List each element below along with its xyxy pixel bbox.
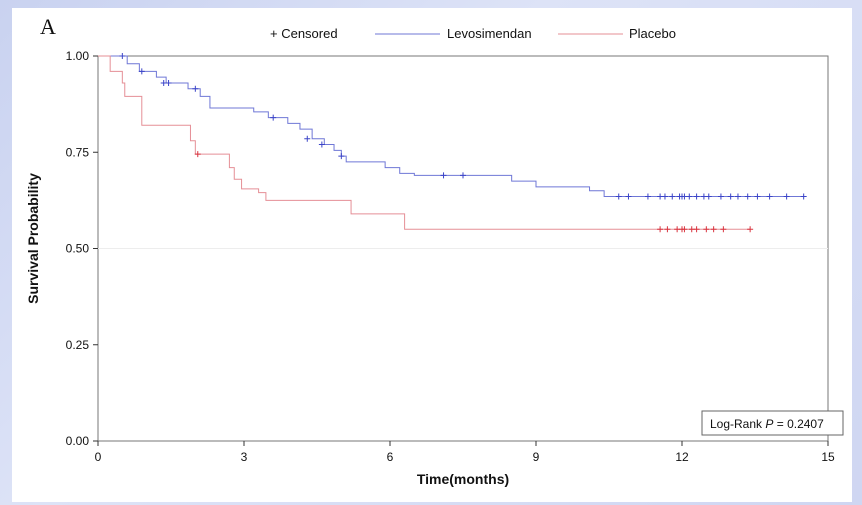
censor-mark-placebo xyxy=(720,226,727,233)
annotation-p: P xyxy=(765,417,773,431)
censor-mark-levosimendan xyxy=(734,193,741,200)
censor-mark-levosimendan xyxy=(717,193,724,200)
annotation-box xyxy=(701,410,844,436)
censor-mark-levosimendan xyxy=(661,193,668,200)
censor-mark-placebo xyxy=(681,226,688,233)
x-tick-label: 0 xyxy=(95,450,102,464)
x-tick-label: 12 xyxy=(675,450,689,464)
censor-mark-levosimendan xyxy=(766,193,773,200)
censor-mark-levosimendan xyxy=(705,193,712,200)
y-tick-label: 0.75 xyxy=(66,145,90,159)
censor-mark-levosimendan xyxy=(304,135,311,142)
censor-mark-levosimendan xyxy=(615,193,622,200)
annotation-value: = 0.2407 xyxy=(773,417,824,431)
y-tick-label: 0.50 xyxy=(66,242,90,256)
censor-mark-placebo xyxy=(703,226,710,233)
legend: + Censored Levosimendan Placebo xyxy=(270,26,676,41)
censor-mark-levosimendan xyxy=(625,193,632,200)
legend-levosimendan: Levosimendan xyxy=(447,26,532,41)
logrank-annotation: Log-Rank P = 0.2407 xyxy=(701,410,844,436)
series-line-placebo xyxy=(98,55,751,230)
censor-mark-levosimendan xyxy=(338,153,345,160)
censor-mark-levosimendan xyxy=(318,141,325,148)
annotation-prefix: Log-Rank xyxy=(710,417,765,431)
panel-label: A xyxy=(40,14,56,39)
x-tick-label: 3 xyxy=(241,450,248,464)
legend-censored: + Censored xyxy=(270,26,338,41)
annotation-text: Log-Rank P = 0.2407 xyxy=(710,417,824,431)
x-axis-title: Time(months) xyxy=(417,471,509,487)
censor-mark-levosimendan xyxy=(693,193,700,200)
series-layer xyxy=(98,53,807,233)
censor-mark-levosimendan xyxy=(644,193,651,200)
censor-mark-levosimendan xyxy=(727,193,734,200)
censor-mark-placebo xyxy=(693,226,700,233)
y-tick-label: 1.00 xyxy=(66,49,90,63)
censor-mark-placebo xyxy=(664,226,671,233)
y-tick-label: 0.25 xyxy=(66,338,90,352)
axis-layer: 0 3 6 9 12 15 0.00 0.25 0.50 0.75 1.00 xyxy=(66,49,835,464)
y-axis-title: Survival Probability xyxy=(25,173,41,304)
censor-mark-levosimendan xyxy=(192,85,199,92)
censor-mark-levosimendan xyxy=(686,193,693,200)
censor-mark-levosimendan xyxy=(754,193,761,200)
censor-mark-levosimendan xyxy=(165,79,172,86)
censor-mark-levosimendan xyxy=(440,172,447,179)
censor-mark-levosimendan xyxy=(783,193,790,200)
censor-mark-levosimendan xyxy=(669,193,676,200)
legend-placebo: Placebo xyxy=(629,26,676,41)
censor-mark-levosimendan xyxy=(138,68,145,75)
censor-mark-levosimendan xyxy=(270,114,277,121)
censor-mark-placebo xyxy=(194,151,201,158)
censor-mark-placebo xyxy=(747,226,754,233)
censor-mark-levosimendan xyxy=(800,193,807,200)
y-tick-label: 0.00 xyxy=(66,434,90,448)
x-tick-label: 15 xyxy=(821,450,835,464)
censor-mark-levosimendan xyxy=(119,53,126,59)
km-figure: A + Censored Levosimendan Placebo 0 3 6 9 12… xyxy=(12,8,852,502)
survival-chart: A + Censored Levosimendan Placebo 0 3 6 9 12… xyxy=(25,14,844,487)
censor-mark-placebo xyxy=(710,226,717,233)
x-tick-label: 9 xyxy=(533,450,540,464)
censor-mark-levosimendan xyxy=(460,172,466,179)
censor-mark-placebo xyxy=(657,226,664,233)
series-line-levosimendan xyxy=(98,55,804,198)
censor-mark-levosimendan xyxy=(744,193,751,200)
x-tick-label: 6 xyxy=(387,450,394,464)
